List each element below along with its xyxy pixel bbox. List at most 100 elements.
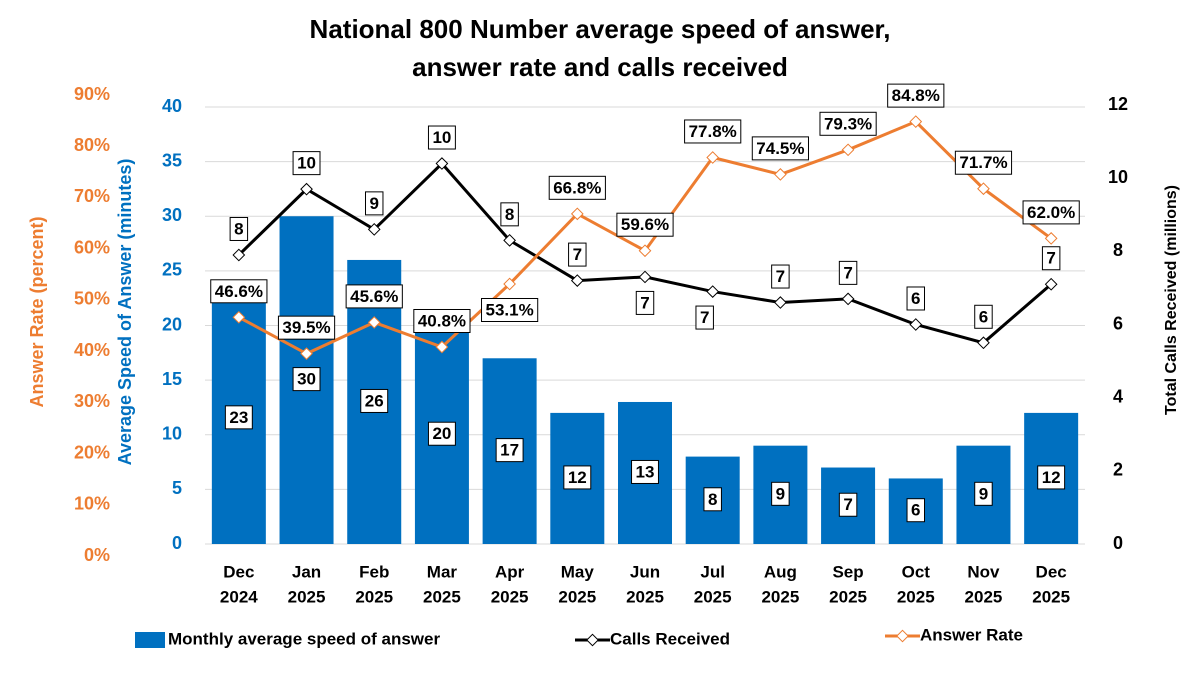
point-marker: [300, 347, 313, 361]
label-box: [1037, 465, 1066, 490]
y3-tick-label: 10%: [74, 494, 110, 514]
data-label: 7: [1046, 249, 1055, 268]
data-label-box: 12: [1037, 465, 1066, 490]
label-box: [364, 191, 384, 216]
data-label: 40.8%: [418, 311, 466, 330]
point-marker: [435, 157, 449, 170]
x-tick-label: 2025: [1032, 587, 1070, 606]
data-label-box: 74.5%: [751, 136, 809, 161]
label-box: [887, 83, 945, 108]
x-tick-label: Jun: [630, 562, 660, 581]
label-box: [495, 438, 524, 463]
data-label-box: 71.7%: [954, 150, 1013, 175]
label-box: [427, 421, 456, 446]
y3-tick-label: 40%: [74, 340, 110, 360]
x-tick-label: Jan: [292, 562, 321, 581]
data-label: 77.8%: [689, 122, 737, 141]
y-tick-label: 40: [162, 96, 182, 116]
point-marker: [232, 248, 246, 262]
data-label: 7: [640, 293, 649, 312]
data-label-box: 10: [292, 151, 321, 176]
point-marker: [706, 151, 720, 164]
label-box: [568, 242, 587, 267]
data-label-box: 62.0%: [1022, 200, 1080, 225]
x-tick-label: Jul: [700, 562, 725, 581]
y3-tick-label: 60%: [74, 237, 110, 257]
point-marker: [977, 182, 990, 196]
label-box: [563, 465, 592, 490]
data-label: 12: [568, 468, 587, 487]
data-label: 26: [365, 391, 384, 410]
data-label-box: 8: [229, 216, 249, 241]
data-label: 8: [234, 219, 243, 238]
data-label-box: 59.6%: [616, 212, 674, 237]
point-marker: [638, 244, 652, 258]
label-box: [771, 264, 790, 289]
data-label: 79.3%: [824, 114, 872, 133]
data-label: 39.5%: [282, 318, 330, 337]
y2-tick-label: 4: [1113, 386, 1123, 406]
chart-title: National 800 Number average speed of ans…: [310, 14, 891, 44]
data-label-box: 6: [906, 498, 926, 523]
data-label-box: 23: [224, 405, 253, 430]
label-box: [751, 136, 809, 161]
data-label-box: 79.3%: [819, 111, 877, 136]
label-box: [819, 111, 877, 136]
point-marker: [367, 223, 381, 236]
label-box: [684, 119, 742, 144]
point-marker: [503, 277, 516, 291]
y-tick-label: 30: [162, 205, 182, 225]
y3-tick-label: 50%: [74, 289, 110, 309]
label-box: [906, 498, 926, 523]
data-label-box: 7: [838, 492, 858, 517]
label-box: [838, 260, 858, 285]
data-label-box: 13: [631, 459, 659, 484]
data-label: 23: [229, 408, 248, 427]
label-box: [1041, 246, 1061, 271]
y-axis-title: Average Speed of Answer (minutes): [115, 159, 135, 466]
data-label: 45.6%: [350, 287, 398, 306]
label-box: [838, 492, 858, 517]
data-label-box: 7: [695, 305, 714, 330]
y3-tick-label: 90%: [74, 84, 110, 104]
data-label-box: 8: [500, 202, 519, 227]
y3-tick-label: 80%: [74, 135, 110, 155]
legend-marker: [896, 629, 909, 643]
data-label: 9: [369, 194, 378, 213]
x-tick-label: Mar: [427, 562, 458, 581]
data-label-box: 20: [427, 421, 456, 446]
data-label-box: 7: [771, 264, 790, 289]
x-tick-label: 2025: [965, 587, 1003, 606]
point-marker: [638, 270, 652, 284]
data-label: 59.6%: [621, 215, 669, 234]
label-box: [413, 308, 471, 333]
y-tick-label: 10: [162, 424, 182, 444]
data-label: 8: [708, 490, 717, 509]
x-tick-label: 2025: [829, 587, 867, 606]
data-label-box: 9: [974, 481, 993, 506]
label-box: [210, 279, 268, 304]
point-marker: [435, 340, 449, 354]
x-tick-label: 2024: [220, 587, 258, 606]
label-box: [616, 212, 674, 237]
label-box: [500, 202, 519, 227]
y3-axis-title: Answer Rate (percent): [27, 216, 47, 407]
x-tick-label: Feb: [359, 562, 389, 581]
label-box: [906, 286, 926, 311]
y-tick-label: 20: [162, 314, 182, 334]
point-marker: [977, 336, 990, 350]
label-box: [1022, 200, 1080, 225]
label-box: [635, 290, 655, 315]
x-tick-label: Sep: [832, 562, 863, 581]
point-marker: [570, 207, 584, 221]
y2-axis-title: Total Calls Received (millions): [1163, 185, 1180, 415]
y2-tick-label: 12: [1108, 94, 1128, 114]
data-label: 6: [911, 289, 920, 308]
legend-label: Answer Rate: [920, 625, 1023, 644]
label-box: [974, 304, 993, 329]
point-marker: [300, 182, 313, 196]
data-label: 20: [432, 424, 451, 443]
data-label: 53.1%: [486, 300, 534, 319]
data-label-box: 77.8%: [684, 119, 742, 144]
